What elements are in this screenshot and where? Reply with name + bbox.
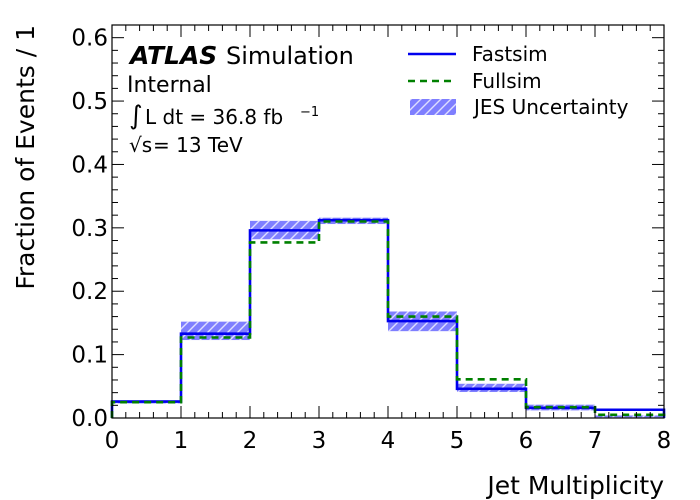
- y-tick-label: 0.5: [71, 89, 108, 115]
- x-tick-label: 7: [588, 428, 603, 454]
- x-tick-label: 5: [450, 428, 465, 454]
- energy-label: = 13 TeV: [153, 133, 243, 157]
- y-tick-label: 0.1: [71, 343, 108, 369]
- x-tick-label: 1: [174, 428, 189, 454]
- legend-fullsim-label: Fullsim: [472, 69, 542, 93]
- x-tick-label: 0: [105, 428, 120, 454]
- y-tick-label: 0.3: [71, 216, 108, 242]
- tick-labels: 0 1 2 3 4 5 6 7 8 0.0 0.1 0.2 0.3 0.4 0.5 0.6: [71, 26, 671, 454]
- band-bin-hatch-1: [181, 321, 250, 341]
- lumi-integral-sign: ∫: [129, 101, 143, 131]
- atlas-label: ATLAS Simulation Internal ∫ L dt = 36.8 …: [127, 41, 354, 157]
- legend-jes-swatch-hatch: [410, 99, 456, 115]
- y-tick-label: 0.6: [71, 26, 108, 52]
- y-tick-label: 0.0: [71, 406, 108, 432]
- y-axis-title: Fraction of Events / 1: [11, 25, 40, 290]
- legend-fastsim-label: Fastsim: [472, 42, 548, 66]
- x-tick-label: 4: [381, 428, 396, 454]
- legend: Fastsim Fullsim JES Uncertainty: [408, 42, 629, 119]
- x-tick-label: 8: [657, 428, 672, 454]
- x-tick-label: 2: [243, 428, 258, 454]
- series-fastsim-line: [110, 218, 666, 418]
- band-bin-hatch-7: [595, 415, 664, 418]
- energy-root: √s: [129, 133, 152, 157]
- axes: [111, 24, 665, 419]
- series-lines: [110, 218, 666, 418]
- y-tick-label: 0.4: [71, 152, 108, 178]
- y-tick-label: 0.2: [71, 279, 108, 305]
- lumi-label: L dt = 36.8 fb: [145, 105, 283, 129]
- x-tick-label: 6: [519, 428, 534, 454]
- atlas-logo-text: ATLAS: [128, 41, 217, 70]
- legend-jes-label: JES Uncertainty: [472, 95, 629, 119]
- x-axis-title: Jet Multiplicity: [485, 471, 664, 500]
- internal-label: Internal: [127, 73, 212, 98]
- simulation-label: Simulation: [226, 42, 354, 70]
- x-tick-label: 3: [312, 428, 327, 454]
- lumi-exponent: −1: [300, 105, 319, 120]
